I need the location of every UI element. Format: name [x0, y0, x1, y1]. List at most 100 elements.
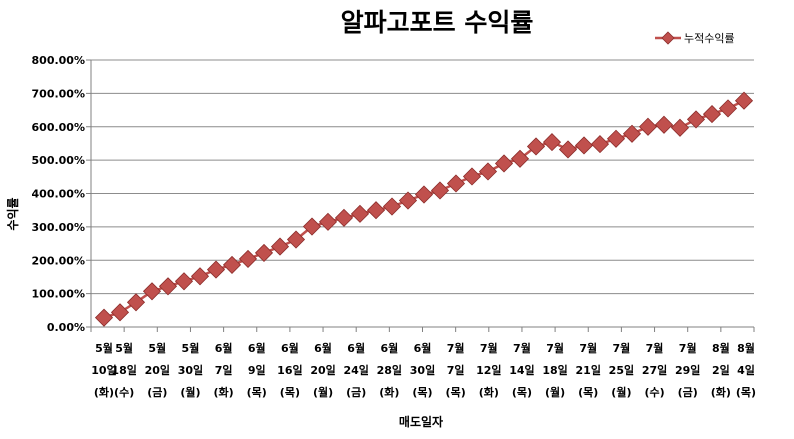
- x-tick-label: (목): [736, 386, 756, 399]
- x-tick-label: (월): [313, 385, 333, 399]
- data-point: [526, 137, 546, 156]
- data-point: [190, 267, 210, 286]
- data-point: [174, 272, 194, 291]
- x-tick-label: 7월: [579, 341, 597, 355]
- x-tick-label: 20일: [310, 363, 335, 377]
- y-tick-label: 400.00%: [32, 188, 85, 201]
- x-tick-label: 7월: [679, 341, 697, 355]
- y-tick-label: 0.00%: [47, 321, 85, 334]
- x-tick-label: 6월: [347, 341, 365, 355]
- y-tick-label: 200.00%: [32, 254, 85, 267]
- legend-marker: [661, 31, 675, 45]
- x-axis-title: 매도일자: [399, 414, 443, 429]
- x-tick-label: 6월: [314, 341, 332, 355]
- data-point: [622, 124, 642, 143]
- x-tick-label: 5월: [182, 341, 200, 355]
- x-tick-label: (금): [678, 386, 698, 399]
- x-tick-label: (목): [446, 386, 466, 399]
- x-tick-label: 5월: [115, 341, 133, 355]
- x-tick-label: 27일: [642, 363, 667, 377]
- data-point: [734, 91, 754, 110]
- x-tick-label: 8월: [737, 341, 755, 355]
- x-tick-label: 30일: [178, 363, 203, 377]
- data-point: [126, 293, 146, 312]
- x-tick-label: 9일: [248, 363, 266, 377]
- x-tick-label: (금): [346, 386, 366, 399]
- data-point: [238, 249, 258, 268]
- x-tick-label: 8월: [712, 341, 730, 355]
- x-tick-label: (목): [280, 386, 300, 399]
- data-point: [110, 303, 130, 322]
- x-tick-label: 21일: [576, 363, 601, 377]
- x-tick-label: 16일: [277, 363, 302, 377]
- x-tick-label: (목): [512, 386, 532, 399]
- x-tick-label: 30일: [410, 363, 435, 377]
- data-point: [574, 136, 594, 155]
- x-tick-label: (목): [578, 386, 598, 399]
- x-tick-label: 6월: [215, 341, 233, 355]
- x-tick-label: 5월: [148, 341, 166, 355]
- data-point: [494, 154, 514, 173]
- data-point: [334, 208, 354, 227]
- x-tick-label: 7일: [215, 363, 233, 377]
- x-tick-label: (수): [644, 386, 664, 399]
- series-cumulative-return: [94, 91, 754, 327]
- data-point: [254, 243, 274, 262]
- data-point: [558, 140, 578, 159]
- data-point: [382, 197, 402, 216]
- data-point: [366, 201, 386, 220]
- x-tick-label: 7월: [613, 341, 631, 355]
- data-point: [462, 167, 482, 186]
- data-point: [702, 105, 722, 124]
- x-tick-label: 2일: [712, 363, 730, 377]
- data-point: [686, 110, 706, 129]
- x-tick-label: 7월: [513, 341, 531, 355]
- gridlines: [91, 59, 754, 295]
- x-tick-label: (월): [180, 385, 200, 399]
- y-axis-ticks: 0.00% 100.00% 200.00% 300.00% 400.00% 500.00%…: [32, 54, 91, 334]
- x-tick-label: 6월: [380, 341, 398, 355]
- data-point: [478, 162, 498, 181]
- data-point: [94, 308, 114, 327]
- data-point: [446, 174, 466, 193]
- x-tick-label: 28일: [377, 363, 402, 377]
- x-tick-label: (화): [479, 385, 499, 399]
- x-tick-label: 6월: [248, 341, 266, 355]
- x-tick-label: 12일: [476, 363, 501, 377]
- x-tick-label: 25일: [609, 363, 634, 377]
- data-point: [414, 185, 434, 204]
- x-tick-label: 7월: [646, 341, 664, 355]
- legend-label: 누적수익률: [684, 32, 735, 45]
- data-point: [510, 149, 530, 168]
- data-point: [654, 115, 674, 134]
- y-tick-label: 700.00%: [32, 87, 85, 100]
- x-tick-label: (금): [147, 386, 167, 399]
- x-tick-label: 6월: [414, 341, 432, 355]
- x-tick-label: 6월: [281, 341, 299, 355]
- x-tick-label: (화): [214, 385, 234, 399]
- data-point: [350, 204, 370, 223]
- x-tick-label: (월): [611, 385, 631, 399]
- x-tick-label: 7월: [546, 341, 564, 355]
- data-point: [670, 118, 690, 137]
- x-tick-label: 20일: [145, 363, 170, 377]
- data-point: [606, 129, 626, 148]
- data-point: [318, 212, 338, 231]
- data-point: [430, 181, 450, 200]
- y-axis-title: 수익률: [6, 197, 20, 230]
- x-tick-label: (화): [379, 385, 399, 399]
- x-tick-label: (목): [247, 386, 267, 399]
- data-point: [142, 282, 162, 301]
- data-point: [718, 99, 738, 118]
- x-tick-label: (화): [94, 385, 114, 399]
- data-point: [270, 237, 290, 256]
- x-tick-label: 7월: [447, 341, 465, 355]
- x-tick-label: 7일: [447, 363, 465, 377]
- x-tick-label: 4일: [737, 363, 755, 377]
- x-tick-label: 29일: [675, 363, 700, 377]
- x-tick-label: 24일: [343, 363, 368, 377]
- y-tick-label: 300.00%: [32, 221, 85, 234]
- data-point: [590, 135, 610, 154]
- x-tick-label: (수): [114, 386, 134, 399]
